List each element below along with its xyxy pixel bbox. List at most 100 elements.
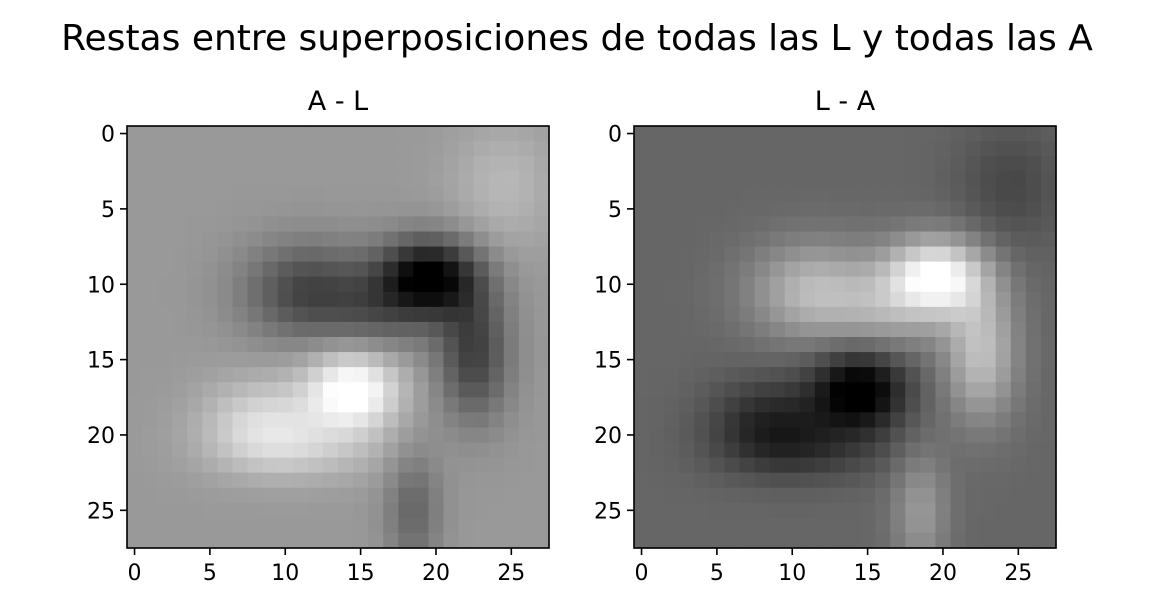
heatmap-cell [187, 201, 203, 218]
heatmap-cell [398, 126, 414, 142]
heatmap-cell [980, 352, 997, 368]
heatmap-cell [754, 517, 771, 534]
heatmap-cell [1010, 276, 1027, 293]
heatmap-cell [187, 352, 203, 368]
heatmap-cell [814, 337, 831, 353]
heatmap-cell [172, 306, 188, 323]
heatmap-cell [353, 517, 369, 534]
heatmap-cell [277, 427, 294, 444]
heatmap-cell [860, 412, 876, 429]
heatmap-cell [383, 412, 399, 429]
heatmap-cells [634, 126, 1057, 549]
heatmap-cell [458, 126, 475, 142]
heatmap-cell [383, 337, 399, 353]
heatmap-cell [518, 201, 535, 218]
heatmap-cell [679, 321, 695, 338]
heatmap-cell [127, 171, 143, 187]
heatmap-cell [518, 502, 535, 519]
heatmap-cell [709, 246, 726, 263]
heatmap-cell [232, 126, 249, 142]
heatmap-cell [413, 352, 430, 368]
heatmap-cell [172, 472, 188, 489]
heatmap-cell [353, 201, 369, 218]
heatmap-cell [443, 171, 460, 187]
heatmap-cell [398, 321, 414, 338]
heatmap-cell [679, 126, 695, 142]
heatmap-cell [247, 457, 264, 474]
heatmap-cell [338, 352, 354, 368]
heatmap-cell [664, 382, 680, 398]
heatmap-cell [860, 306, 876, 323]
heatmap-cell [142, 472, 158, 489]
heatmap-cell [217, 216, 234, 233]
heatmap-cell [724, 442, 741, 459]
heatmap-cell [935, 367, 952, 383]
heatmap-cell [202, 517, 219, 534]
heatmap-cell [799, 397, 816, 413]
heatmap-cell [664, 472, 680, 489]
heatmap-cell [860, 171, 876, 187]
heatmap-cell [799, 457, 816, 474]
heatmap-cell [845, 156, 861, 172]
heatmap-cell [784, 352, 801, 368]
heatmap-cell [664, 156, 680, 172]
heatmap-cell [860, 321, 876, 338]
heatmap-cell [157, 427, 173, 444]
heatmap-cell [920, 306, 937, 323]
heatmap-cell [739, 427, 756, 444]
heatmap-cell [518, 126, 535, 142]
heatmap-cell [458, 397, 475, 413]
heatmap-cell [413, 246, 430, 263]
heatmap-cell [845, 276, 861, 293]
heatmap-cell [353, 502, 369, 519]
heatmap-cell [739, 291, 756, 308]
heatmap-cell [664, 532, 680, 549]
y-tick-label: 20 [87, 424, 115, 449]
heatmap-cell [157, 472, 173, 489]
heatmap-cell [202, 156, 219, 172]
heatmap-cell [860, 276, 876, 293]
heatmap-cell [709, 231, 726, 248]
heatmap-cell [322, 532, 339, 549]
heatmap-cell [368, 532, 384, 549]
heatmap-cell [829, 412, 846, 429]
heatmap-cell [845, 502, 861, 519]
heatmap-cell [754, 472, 771, 489]
heatmap-cell [353, 261, 369, 278]
heatmap-cell [277, 352, 294, 368]
heatmap-cell [649, 186, 665, 202]
heatmap-cell [664, 186, 680, 202]
heatmap-cell [533, 352, 550, 368]
heatmap-cell [458, 261, 475, 278]
heatmap-cell [338, 156, 354, 172]
heatmap-cell [724, 337, 741, 353]
heatmap-cell [920, 186, 937, 202]
heatmap-cell [905, 231, 921, 248]
heatmap-cell [172, 141, 188, 157]
heatmap-cell [488, 186, 505, 202]
heatmap-cell [845, 321, 861, 338]
heatmap-cell [845, 126, 861, 142]
heatmap-cell [965, 352, 982, 368]
heatmap-cell [875, 337, 891, 353]
heatmap-cell [518, 321, 535, 338]
heatmap-cell [187, 382, 203, 398]
x-tick-label: 5 [203, 561, 217, 586]
heatmap-cell [784, 276, 801, 293]
heatmap-cell [217, 231, 234, 248]
heatmap-cell [920, 201, 937, 218]
heatmap-cell [935, 532, 952, 549]
heatmap-cell [518, 261, 535, 278]
heatmap-cell [814, 231, 831, 248]
heatmap-cell [935, 412, 952, 429]
heatmap-cell [694, 321, 710, 338]
heatmap-cell [845, 231, 861, 248]
heatmap-cell [634, 382, 650, 398]
heatmap-cell [649, 382, 665, 398]
heatmap-cell [709, 502, 726, 519]
heatmap-cell [458, 382, 475, 398]
heatmap-cell [533, 397, 550, 413]
heatmap-cell [428, 442, 445, 459]
heatmap-cell [724, 397, 741, 413]
